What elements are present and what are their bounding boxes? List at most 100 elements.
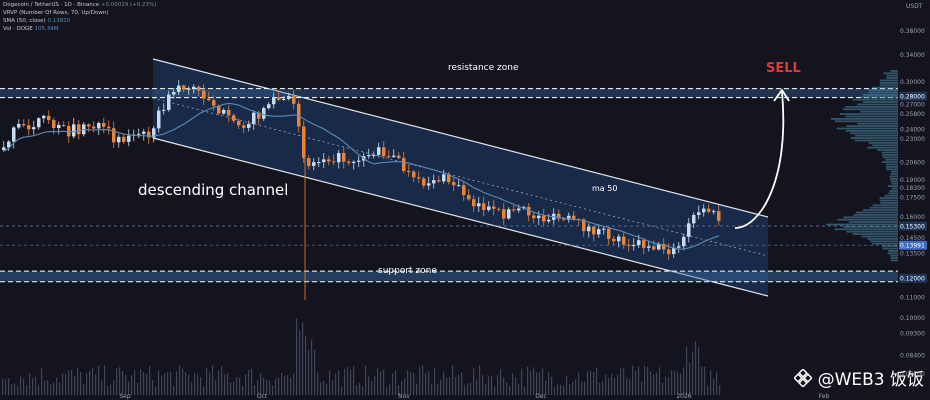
price-axis-label: 0.13991	[900, 243, 925, 250]
volume-bar	[173, 385, 175, 395]
volume-profile-row	[872, 204, 898, 207]
volume-bar	[368, 376, 370, 395]
volume-profile-row	[860, 96, 898, 99]
volume-profile-row	[890, 257, 898, 259]
candle-body	[637, 240, 641, 246]
volume-profile-row	[871, 86, 898, 89]
header-sma-label: SMA (50, close)	[3, 18, 46, 24]
volume-bar	[71, 369, 73, 395]
volume-bar	[395, 370, 397, 395]
candle-body	[537, 215, 541, 219]
volume-bar	[47, 380, 49, 395]
volume-bar	[530, 371, 532, 395]
candle-body	[562, 218, 566, 220]
volume-bar	[350, 370, 352, 395]
volume-bar	[464, 384, 466, 395]
volume-bar	[185, 372, 187, 395]
channel-upper-line	[152, 58, 769, 218]
volume-profile-row	[853, 214, 898, 216]
volume-bar	[641, 381, 643, 395]
candle-body	[447, 174, 451, 183]
volume-profile-row	[887, 252, 898, 255]
volume-bar	[44, 380, 46, 395]
volume-profile-row	[848, 221, 898, 223]
volume-bar	[305, 335, 307, 395]
volume-bar	[335, 373, 337, 395]
price-axis-label: 0.14500	[900, 235, 925, 242]
volume-profile-row	[845, 130, 898, 132]
candle-body	[707, 208, 711, 212]
candle-body	[127, 135, 131, 142]
header-sma-value: 0.13820	[47, 18, 71, 24]
candle-body	[297, 103, 301, 127]
volume-profile-row	[854, 134, 898, 137]
volume-profile-row	[882, 245, 898, 247]
volume-bar	[611, 373, 613, 395]
volume-profile-row	[879, 84, 898, 87]
candle-body	[192, 86, 196, 89]
candle-body	[272, 97, 276, 105]
candle-body	[2, 147, 6, 150]
price-axis-label: 0.08400	[900, 352, 925, 359]
volume-bar	[719, 385, 721, 395]
volume-bar	[677, 371, 679, 395]
volume-bar	[104, 365, 106, 395]
volume-bar	[629, 379, 631, 395]
volume-bar	[74, 376, 76, 395]
volume-bar	[710, 370, 712, 395]
volume-bar	[647, 366, 649, 395]
volume-bar	[593, 372, 595, 395]
candle-body	[412, 171, 416, 178]
volume-profile-row	[880, 202, 898, 204]
volume-bar	[5, 379, 7, 395]
volume-bar	[425, 373, 427, 395]
volume-profile-row	[879, 82, 898, 84]
candle-body	[327, 159, 331, 162]
volume-bar	[662, 382, 664, 395]
volume-profile-row	[887, 185, 898, 187]
volume-profile-row	[843, 216, 898, 219]
volume-bar	[266, 380, 268, 395]
volume-bar	[287, 375, 289, 395]
price-axis-label: 0.30000	[900, 79, 925, 86]
volume-bar	[299, 330, 301, 395]
volume-bar	[122, 371, 124, 395]
volume-bar	[626, 378, 628, 395]
header-sma-row: SMA (50, close) 0.13820	[3, 17, 70, 25]
volume-bar	[671, 370, 673, 395]
volume-bar	[296, 318, 298, 395]
candle-body	[377, 147, 381, 155]
volume-bar	[128, 381, 130, 395]
candle-body	[462, 185, 466, 196]
volume-bar	[56, 377, 58, 395]
volume-bar	[227, 373, 229, 395]
volume-bar	[482, 375, 484, 395]
volume-bar	[182, 368, 184, 395]
volume-bar	[233, 381, 235, 395]
volume-bar	[506, 382, 508, 395]
volume-profile-row	[891, 187, 898, 190]
volume-bar	[179, 365, 181, 395]
candle-body	[197, 86, 201, 91]
volume-bar	[428, 371, 430, 395]
volume-bar	[704, 366, 706, 395]
volume-bar	[503, 377, 505, 395]
volume-bar	[458, 374, 460, 395]
volume-bar	[320, 382, 322, 395]
volume-profile-row	[881, 151, 898, 154]
volume-bar	[701, 366, 703, 395]
volume-bar	[422, 365, 424, 395]
candle-body	[517, 208, 521, 211]
candle-body	[642, 240, 646, 248]
price-tag	[899, 240, 927, 250]
volume-bar	[143, 371, 145, 395]
volume-bar	[65, 374, 67, 395]
price-axis-label: 0.11000	[900, 294, 925, 301]
volume-bar	[41, 368, 43, 395]
volume-bar	[167, 371, 169, 395]
volume-profile-row	[891, 182, 898, 185]
price-axis-label: 0.15300	[900, 223, 925, 230]
volume-bar	[281, 373, 283, 395]
volume-profile-row	[854, 139, 898, 142]
